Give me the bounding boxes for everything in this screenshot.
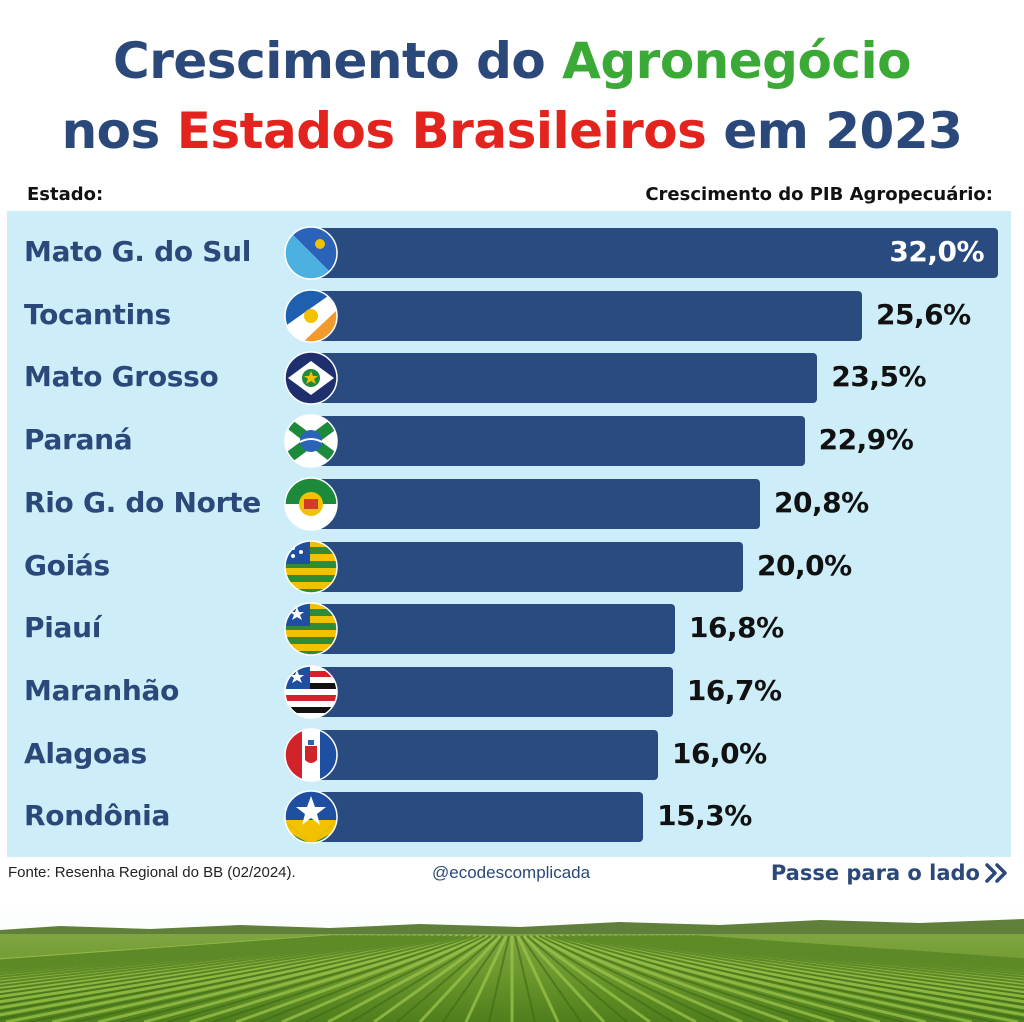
ma-flag-icon	[284, 665, 338, 719]
bar	[318, 478, 760, 529]
pi-flag-icon	[284, 602, 338, 656]
soybean-field-image	[0, 900, 1024, 1022]
next-slide-button[interactable]: Passe para o lado	[771, 861, 1010, 885]
state-label: Goiás	[24, 548, 110, 582]
social-handle: @ecodescomplicada	[432, 863, 591, 882]
state-label: Piauí	[24, 611, 102, 645]
value-label: 16,0%	[672, 736, 767, 770]
chart-panel: Mato G. do Sul 32,0% Tocantins 25,6% Mato Gr…	[7, 211, 1011, 857]
state-label: Mato Grosso	[24, 360, 219, 394]
title-text: em 2023	[706, 102, 963, 160]
state-label: Paraná	[24, 423, 133, 457]
bar	[318, 792, 644, 843]
rn-flag-icon	[284, 477, 338, 531]
ms-flag-icon	[284, 226, 338, 280]
state-label: Maranhão	[24, 673, 180, 707]
value-label: 20,8%	[774, 485, 869, 519]
title-line-1: Crescimento do Agronegócio	[0, 32, 1024, 90]
value-label: 20,0%	[757, 548, 852, 582]
mt-flag-icon	[284, 351, 338, 406]
state-label: Rondônia	[24, 799, 171, 833]
value-label: 15,3%	[657, 799, 752, 833]
value-label: 32,0%	[889, 235, 984, 268]
go-flag-icon	[284, 539, 338, 594]
bar	[318, 290, 862, 341]
bar	[318, 353, 818, 404]
bar	[318, 729, 658, 780]
value-label: 23,5%	[831, 360, 927, 394]
to-flag-icon	[284, 288, 338, 343]
title-highlight-red: Estados Brasileiros	[176, 102, 707, 160]
pr-flag-icon	[284, 414, 338, 468]
title-highlight-green: Agronegócio	[562, 32, 911, 90]
bar	[318, 541, 743, 592]
state-label: Tocantins	[24, 297, 171, 331]
next-slide-label: Passe para o lado	[770, 861, 980, 885]
bar	[318, 228, 998, 278]
bar	[318, 416, 805, 467]
double-chevron-right-icon	[985, 863, 1007, 883]
state-label: Rio G. do Norte	[24, 485, 261, 519]
title-text: Crescimento do	[113, 32, 563, 90]
state-label: Mato G. do Sul	[24, 235, 252, 268]
al-flag-icon	[284, 727, 338, 782]
value-label: 22,9%	[818, 423, 914, 457]
ro-flag-icon	[284, 790, 338, 845]
title-text: nos	[61, 102, 177, 160]
value-label: 25,6%	[876, 297, 971, 331]
title-line-2: nos Estados Brasileiros em 2023	[0, 102, 1024, 160]
state-label: Alagoas	[24, 736, 147, 770]
source-note: Fonte: Resenha Regional do BB (02/2024).	[8, 864, 296, 881]
bar	[318, 666, 673, 717]
value-label: 16,7%	[686, 673, 782, 707]
value-label: 16,8%	[689, 611, 784, 645]
header-state: Estado:	[27, 184, 104, 205]
bar	[318, 604, 675, 655]
header-growth: Crescimento do PIB Agropecuário:	[645, 184, 993, 205]
